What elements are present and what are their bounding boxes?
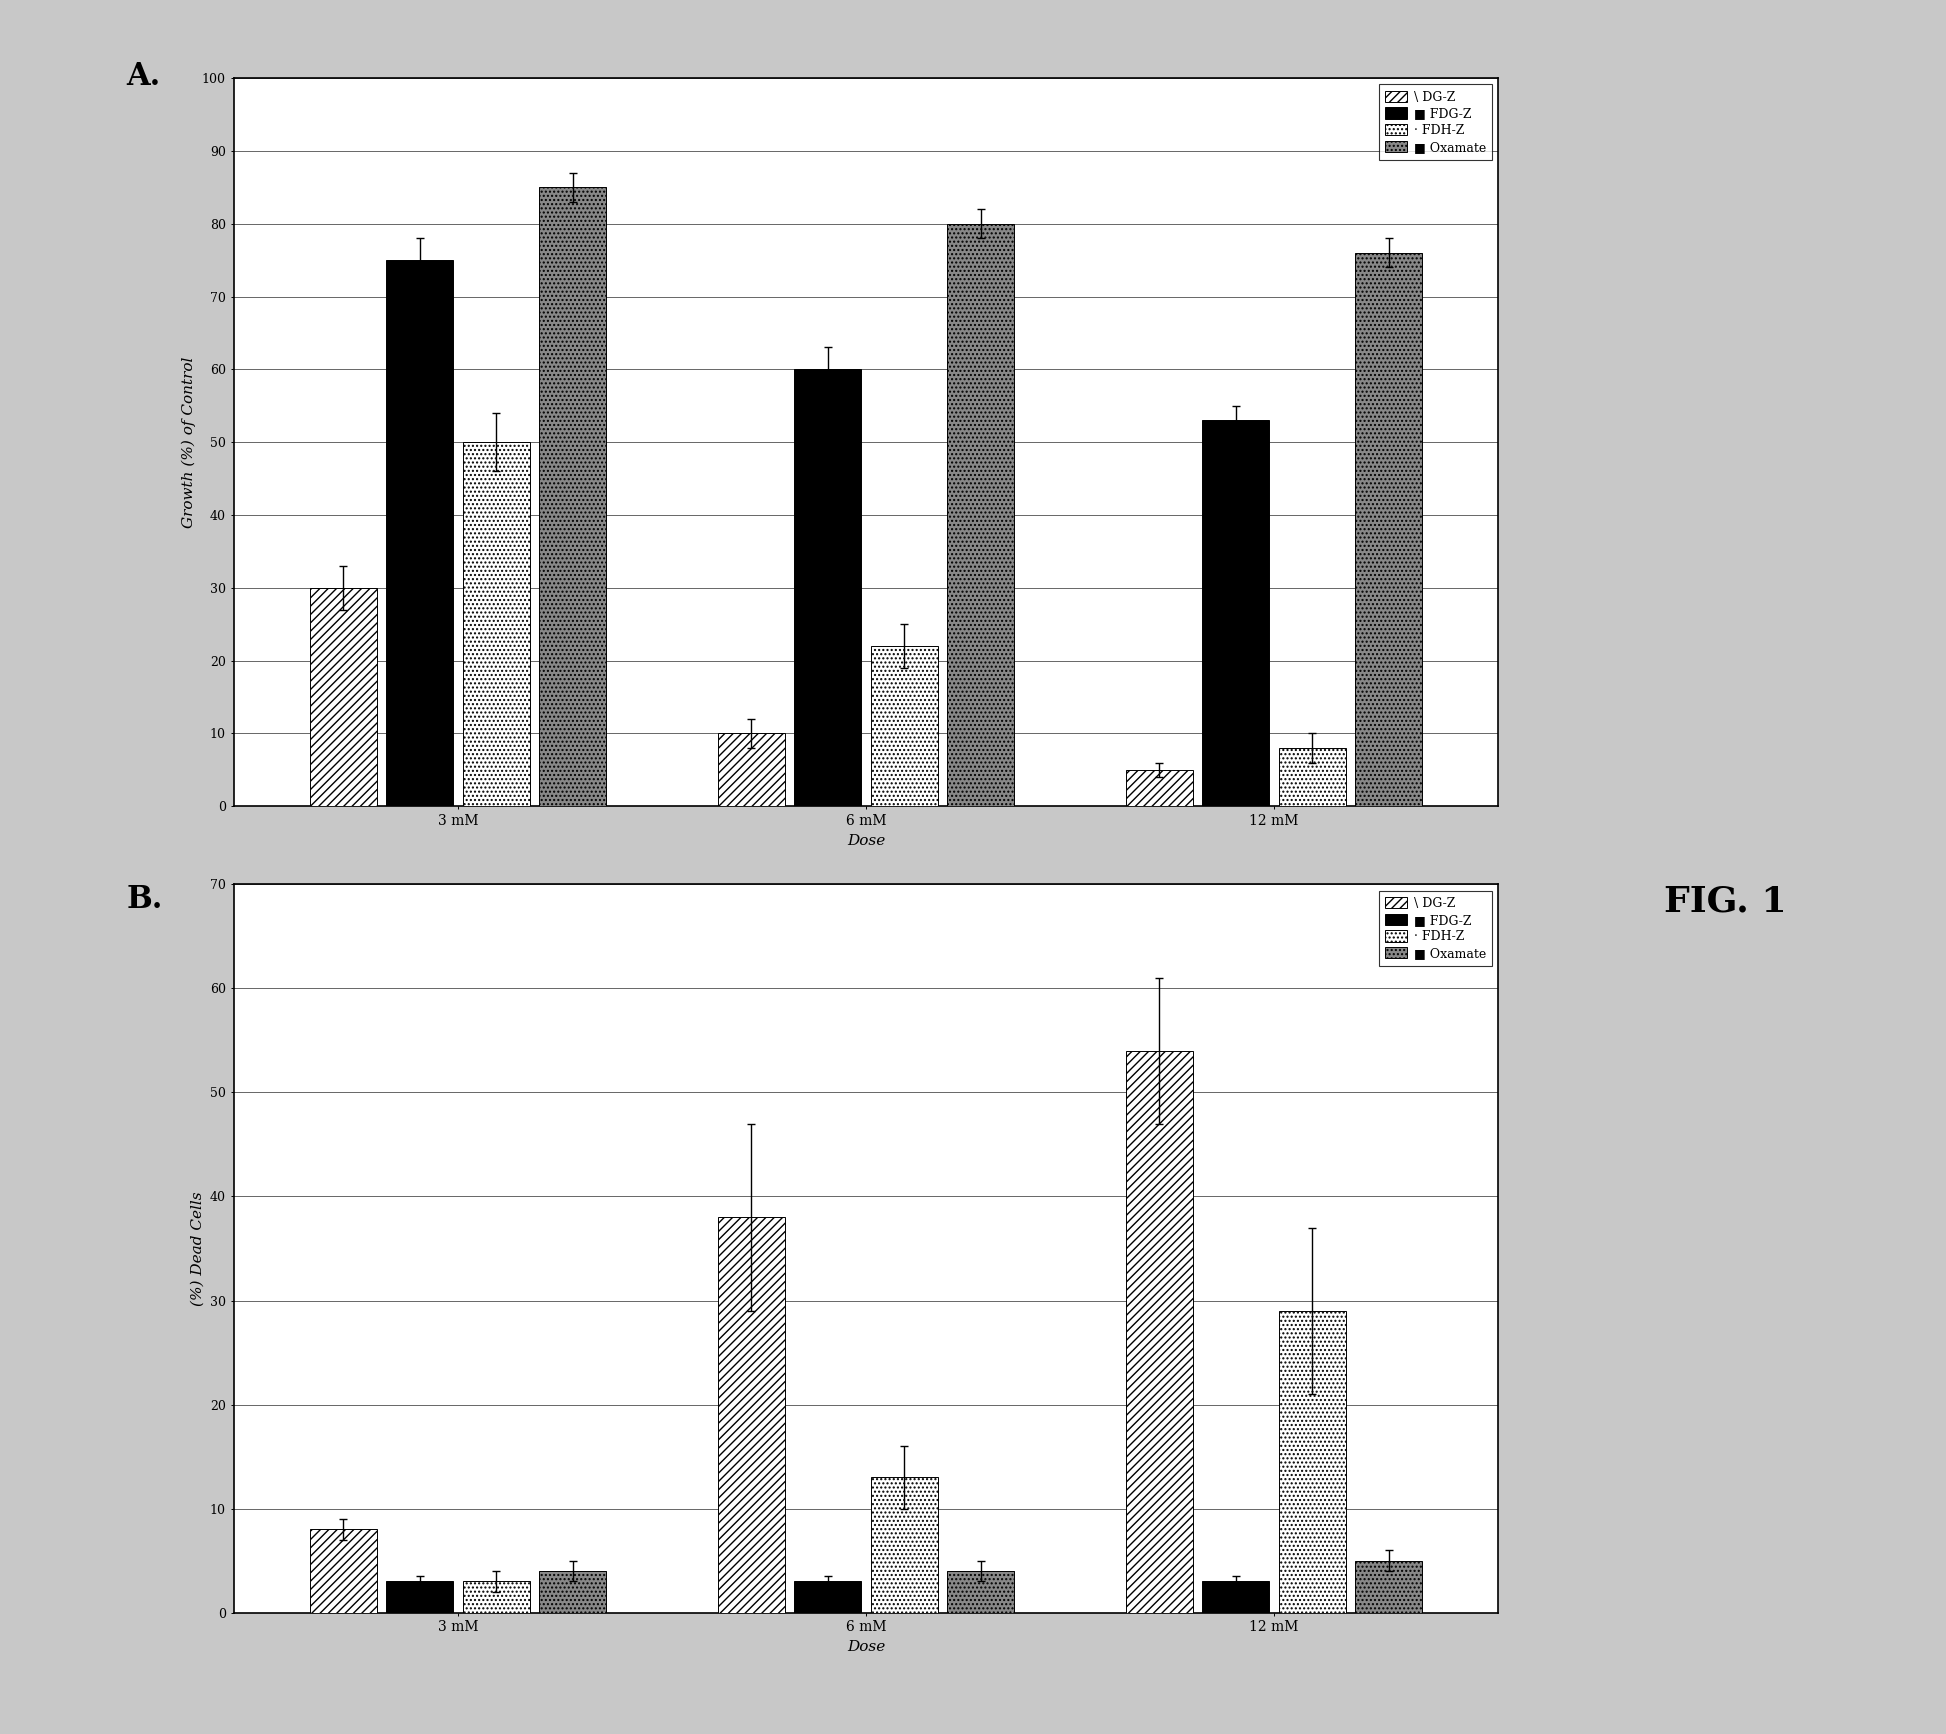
Bar (1125, 1051, 1193, 1613)
Text: FIG. 1: FIG. 1 (1664, 884, 1786, 919)
Bar (870, 1477, 938, 1613)
Bar (870, 647, 938, 806)
Bar (1354, 253, 1423, 806)
Bar (385, 260, 453, 806)
Bar (309, 1529, 378, 1613)
Text: B.: B. (126, 884, 163, 916)
Bar (718, 733, 784, 806)
Y-axis label: Growth (%) of Control: Growth (%) of Control (181, 357, 197, 527)
Bar (794, 369, 862, 806)
Bar (948, 1571, 1014, 1613)
Bar (539, 187, 607, 806)
X-axis label: Dose: Dose (847, 834, 885, 848)
Bar (463, 442, 529, 806)
Bar (1203, 1581, 1269, 1613)
Bar (463, 1581, 529, 1613)
Bar (1279, 1311, 1347, 1613)
Bar (948, 224, 1014, 806)
Bar (1354, 1561, 1423, 1613)
Bar (718, 1217, 784, 1613)
Bar (1125, 770, 1193, 806)
Bar (309, 588, 378, 806)
Bar (794, 1581, 862, 1613)
Bar (1279, 747, 1347, 806)
Bar (385, 1581, 453, 1613)
Legend: \ DG-Z, ■ FDG-Z, · FDH-Z, ■ Oxamate: \ DG-Z, ■ FDG-Z, · FDH-Z, ■ Oxamate (1378, 85, 1493, 160)
Bar (539, 1571, 607, 1613)
Bar (1203, 420, 1269, 806)
Text: A.: A. (126, 61, 162, 92)
Legend: \ DG-Z, ■ FDG-Z, · FDH-Z, ■ Oxamate: \ DG-Z, ■ FDG-Z, · FDH-Z, ■ Oxamate (1378, 891, 1493, 966)
X-axis label: Dose: Dose (847, 1640, 885, 1654)
Y-axis label: (%) Dead Cells: (%) Dead Cells (191, 1191, 204, 1306)
